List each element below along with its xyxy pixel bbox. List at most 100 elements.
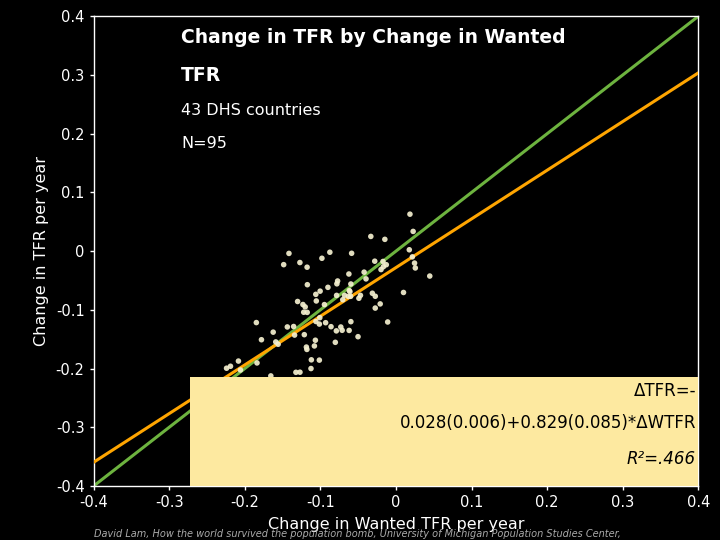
Point: [248, 393, 259, 401]
Point: [316, 254, 328, 262]
Point: [359, 268, 370, 276]
Point: [320, 319, 331, 327]
Point: [381, 260, 392, 269]
Point: [305, 355, 317, 364]
Point: [256, 335, 267, 344]
Point: [366, 289, 378, 298]
Text: N=95: N=95: [181, 136, 228, 151]
Point: [301, 345, 312, 354]
Point: [409, 259, 420, 267]
Point: [221, 364, 233, 373]
Text: ΔTFR=-: ΔTFR=-: [634, 382, 696, 400]
Point: [407, 253, 418, 261]
Point: [298, 308, 310, 316]
Point: [408, 227, 419, 236]
X-axis label: Change in Wanted TFR per year: Change in Wanted TFR per year: [268, 517, 524, 532]
Point: [319, 300, 330, 309]
Point: [403, 246, 415, 254]
Point: [343, 292, 354, 301]
Text: TFR: TFR: [181, 65, 222, 85]
Point: [309, 342, 320, 350]
Point: [251, 318, 262, 327]
Point: [267, 328, 279, 336]
Point: [343, 269, 355, 278]
Point: [289, 331, 300, 340]
Point: [292, 297, 303, 306]
Point: [251, 359, 263, 367]
Point: [343, 286, 355, 295]
Point: [283, 249, 294, 258]
Point: [324, 248, 336, 256]
Point: [261, 394, 273, 402]
Point: [343, 326, 355, 335]
Point: [365, 232, 377, 241]
Point: [344, 287, 356, 296]
Point: [290, 368, 302, 376]
Point: [339, 291, 351, 300]
Point: [345, 318, 356, 326]
Point: [315, 287, 326, 295]
Point: [294, 368, 306, 376]
Text: 0.028(0.006)+0.829(0.085)*ΔWTFR: 0.028(0.006)+0.829(0.085)*ΔWTFR: [400, 414, 696, 433]
Point: [314, 320, 325, 328]
Point: [369, 257, 380, 266]
Point: [330, 291, 342, 300]
Point: [310, 290, 322, 299]
Point: [294, 258, 306, 267]
Point: [322, 283, 333, 292]
Point: [297, 300, 309, 309]
Point: [332, 276, 343, 285]
Point: [352, 332, 364, 341]
FancyBboxPatch shape: [190, 377, 702, 489]
Point: [330, 338, 341, 347]
Text: David Lam, How the world survived the population bomb, University of Michigan Po: David Lam, How the world survived the po…: [94, 529, 621, 539]
Point: [235, 366, 246, 374]
Point: [187, 417, 199, 426]
Point: [282, 322, 293, 331]
Point: [263, 382, 274, 390]
Point: [225, 362, 236, 370]
Point: [233, 357, 244, 366]
Point: [360, 274, 372, 283]
Point: [337, 295, 348, 304]
Point: [374, 300, 386, 308]
Point: [310, 336, 321, 345]
Point: [345, 292, 356, 301]
Point: [325, 322, 337, 331]
Point: [278, 260, 289, 269]
Point: [300, 302, 311, 311]
Point: [377, 257, 389, 266]
Point: [424, 272, 436, 280]
Point: [302, 308, 313, 316]
Point: [404, 210, 415, 219]
Point: [335, 323, 346, 332]
Point: [314, 356, 325, 364]
Point: [299, 330, 310, 339]
Point: [302, 263, 313, 272]
Point: [265, 372, 276, 380]
Point: [330, 327, 342, 335]
Text: R²=.466: R²=.466: [627, 450, 696, 468]
Point: [345, 280, 356, 288]
Point: [382, 318, 393, 326]
Point: [397, 288, 409, 297]
Point: [222, 404, 234, 413]
Point: [331, 280, 343, 288]
Point: [272, 340, 284, 348]
Point: [355, 291, 366, 300]
Point: [270, 338, 282, 346]
Point: [305, 364, 317, 373]
Point: [302, 280, 313, 289]
Text: Change in TFR by Change in Wanted: Change in TFR by Change in Wanted: [181, 28, 566, 47]
Point: [369, 292, 381, 301]
Point: [301, 343, 312, 352]
Point: [296, 382, 307, 391]
Point: [310, 317, 322, 326]
Point: [310, 296, 322, 305]
Point: [314, 313, 325, 322]
Point: [379, 235, 391, 244]
Point: [375, 265, 387, 274]
Y-axis label: Change in TFR per year: Change in TFR per year: [34, 156, 49, 346]
Point: [288, 322, 300, 331]
Point: [336, 326, 348, 335]
